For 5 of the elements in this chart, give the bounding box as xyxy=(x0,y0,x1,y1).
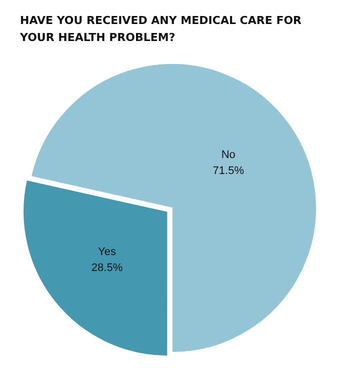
slice-label: No xyxy=(221,148,236,161)
data-label: 28.5% xyxy=(91,262,123,274)
slice-label: Yes xyxy=(98,246,116,258)
chart-title: HAVE YOU RECEIVED ANY MEDICAL CARE FOR YOUR HEALTH PROBLEM? xyxy=(19,13,303,46)
data-label: 71.5% xyxy=(212,164,244,177)
